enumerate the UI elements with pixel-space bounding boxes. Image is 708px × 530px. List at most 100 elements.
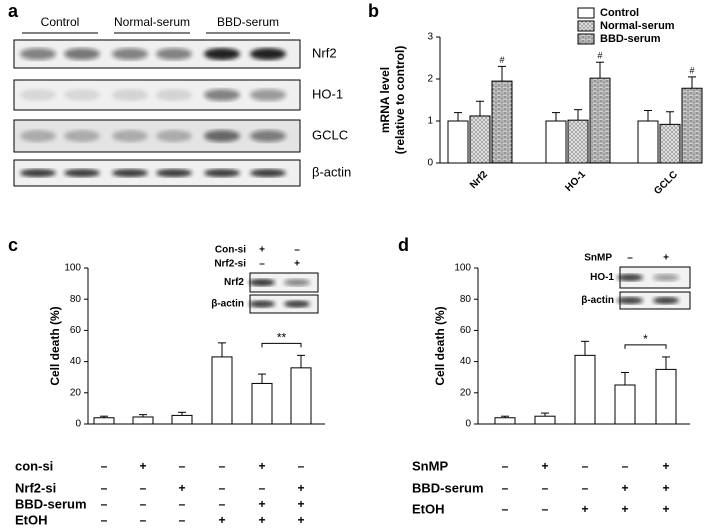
significance-bracket <box>261 342 302 348</box>
blot-band <box>20 48 56 60</box>
condition-sign: – <box>622 459 629 473</box>
condition-sign: + <box>621 502 628 516</box>
blot-band <box>64 130 100 142</box>
condition-label: BBD-serum <box>15 496 87 511</box>
y-tick-label: 40 <box>460 356 472 367</box>
protein-label: HO-1 <box>312 86 343 101</box>
bar <box>93 417 115 425</box>
y-tick-label: 0 <box>465 419 471 430</box>
blot-band <box>20 130 56 142</box>
blot-group-label: Control <box>41 15 80 29</box>
blot-group-label: BBD-serum <box>217 15 279 29</box>
condition-sign: – <box>179 513 186 527</box>
condition-sign: + <box>218 513 225 527</box>
panel-label: a <box>8 1 19 21</box>
blot-band <box>112 169 148 177</box>
bar <box>290 367 312 425</box>
y-tick-label: 2 <box>427 74 433 85</box>
condition-label: BBD-serum <box>412 480 484 495</box>
condition-sign: – <box>298 459 305 473</box>
x-tick-label: HO-1 <box>563 169 588 194</box>
condition-sign: – <box>179 497 186 511</box>
y-tick-label: 20 <box>70 387 82 398</box>
legend-swatch <box>577 20 595 32</box>
bar <box>251 382 273 425</box>
condition-sign: – <box>542 481 549 495</box>
legend-label: Normal-serum <box>600 20 675 32</box>
y-axis-label: (relative to control) <box>393 46 407 155</box>
condition-label: con-si <box>15 458 53 473</box>
condition-label: Nrf2-si <box>15 480 56 495</box>
bar <box>447 120 469 164</box>
bar <box>469 115 491 164</box>
inset-sign: – <box>294 245 300 256</box>
blot-band <box>617 274 643 281</box>
panel-label: c <box>8 235 18 255</box>
condition-sign: – <box>140 497 147 511</box>
blot-band <box>250 130 286 142</box>
condition-sign: + <box>258 513 265 527</box>
legend-swatch <box>577 33 595 45</box>
blot-band <box>204 169 240 177</box>
inset-protein-label: β-actin <box>581 295 614 306</box>
y-tick-label: 40 <box>70 356 82 367</box>
bar <box>211 356 233 425</box>
blot-band <box>156 89 192 101</box>
condition-sign: + <box>178 481 185 495</box>
condition-sign: – <box>219 497 226 511</box>
y-tick-label: 1 <box>427 116 433 127</box>
blot-band <box>617 297 643 304</box>
condition-sign: – <box>542 502 549 516</box>
condition-sign: – <box>101 481 108 495</box>
blot-band <box>204 130 240 142</box>
inset-sign: + <box>259 245 265 256</box>
legend-swatch <box>577 7 595 19</box>
inset-protein-label: Nrf2 <box>224 277 244 288</box>
y-tick-label: 20 <box>460 387 472 398</box>
condition-sign: – <box>259 481 266 495</box>
condition-sign: + <box>258 459 265 473</box>
blot-band <box>204 89 240 101</box>
protein-label: β-actin <box>312 164 351 179</box>
inset-condition-label: Nrf2-si <box>214 259 246 270</box>
protein-label: GCLC <box>312 127 348 142</box>
condition-sign: – <box>140 481 147 495</box>
bar <box>567 119 589 164</box>
significance-mark: * <box>643 332 648 346</box>
x-tick-label: Nrf2 <box>468 169 490 191</box>
x-tick-label: GCLC <box>652 169 680 197</box>
inset-condition-label: SnMP <box>584 253 612 264</box>
y-tick-label: 60 <box>70 325 82 336</box>
condition-label: SnMP <box>412 458 448 473</box>
condition-sign: + <box>662 481 669 495</box>
significance-bracket <box>624 344 667 349</box>
blot-band <box>64 48 100 60</box>
blot-band <box>20 169 56 177</box>
condition-sign: + <box>541 459 548 473</box>
bar <box>659 123 681 164</box>
blot-band <box>156 130 192 142</box>
y-tick-label: 60 <box>460 325 472 336</box>
bar <box>545 120 567 164</box>
condition-sign: – <box>582 481 589 495</box>
significance-mark: # <box>499 55 504 65</box>
blot-band <box>112 130 148 142</box>
condition-sign: + <box>297 481 304 495</box>
bar <box>494 417 516 425</box>
y-axis-label: mRNA level <box>378 67 392 133</box>
condition-sign: + <box>621 481 628 495</box>
significance-mark: # <box>689 65 694 75</box>
blot-band <box>156 48 192 60</box>
blot-band <box>284 279 310 286</box>
panel-label: d <box>398 235 409 255</box>
y-tick-label: 0 <box>75 419 81 430</box>
blot-band <box>250 48 286 60</box>
condition-sign: – <box>502 481 509 495</box>
blot-band <box>249 300 275 308</box>
y-tick-label: 100 <box>454 263 471 274</box>
y-tick-label: 3 <box>427 32 433 43</box>
inset-sign: – <box>259 259 265 270</box>
blot-band <box>20 89 56 101</box>
inset-protein-label: β-actin <box>211 299 244 310</box>
condition-sign: – <box>219 481 226 495</box>
